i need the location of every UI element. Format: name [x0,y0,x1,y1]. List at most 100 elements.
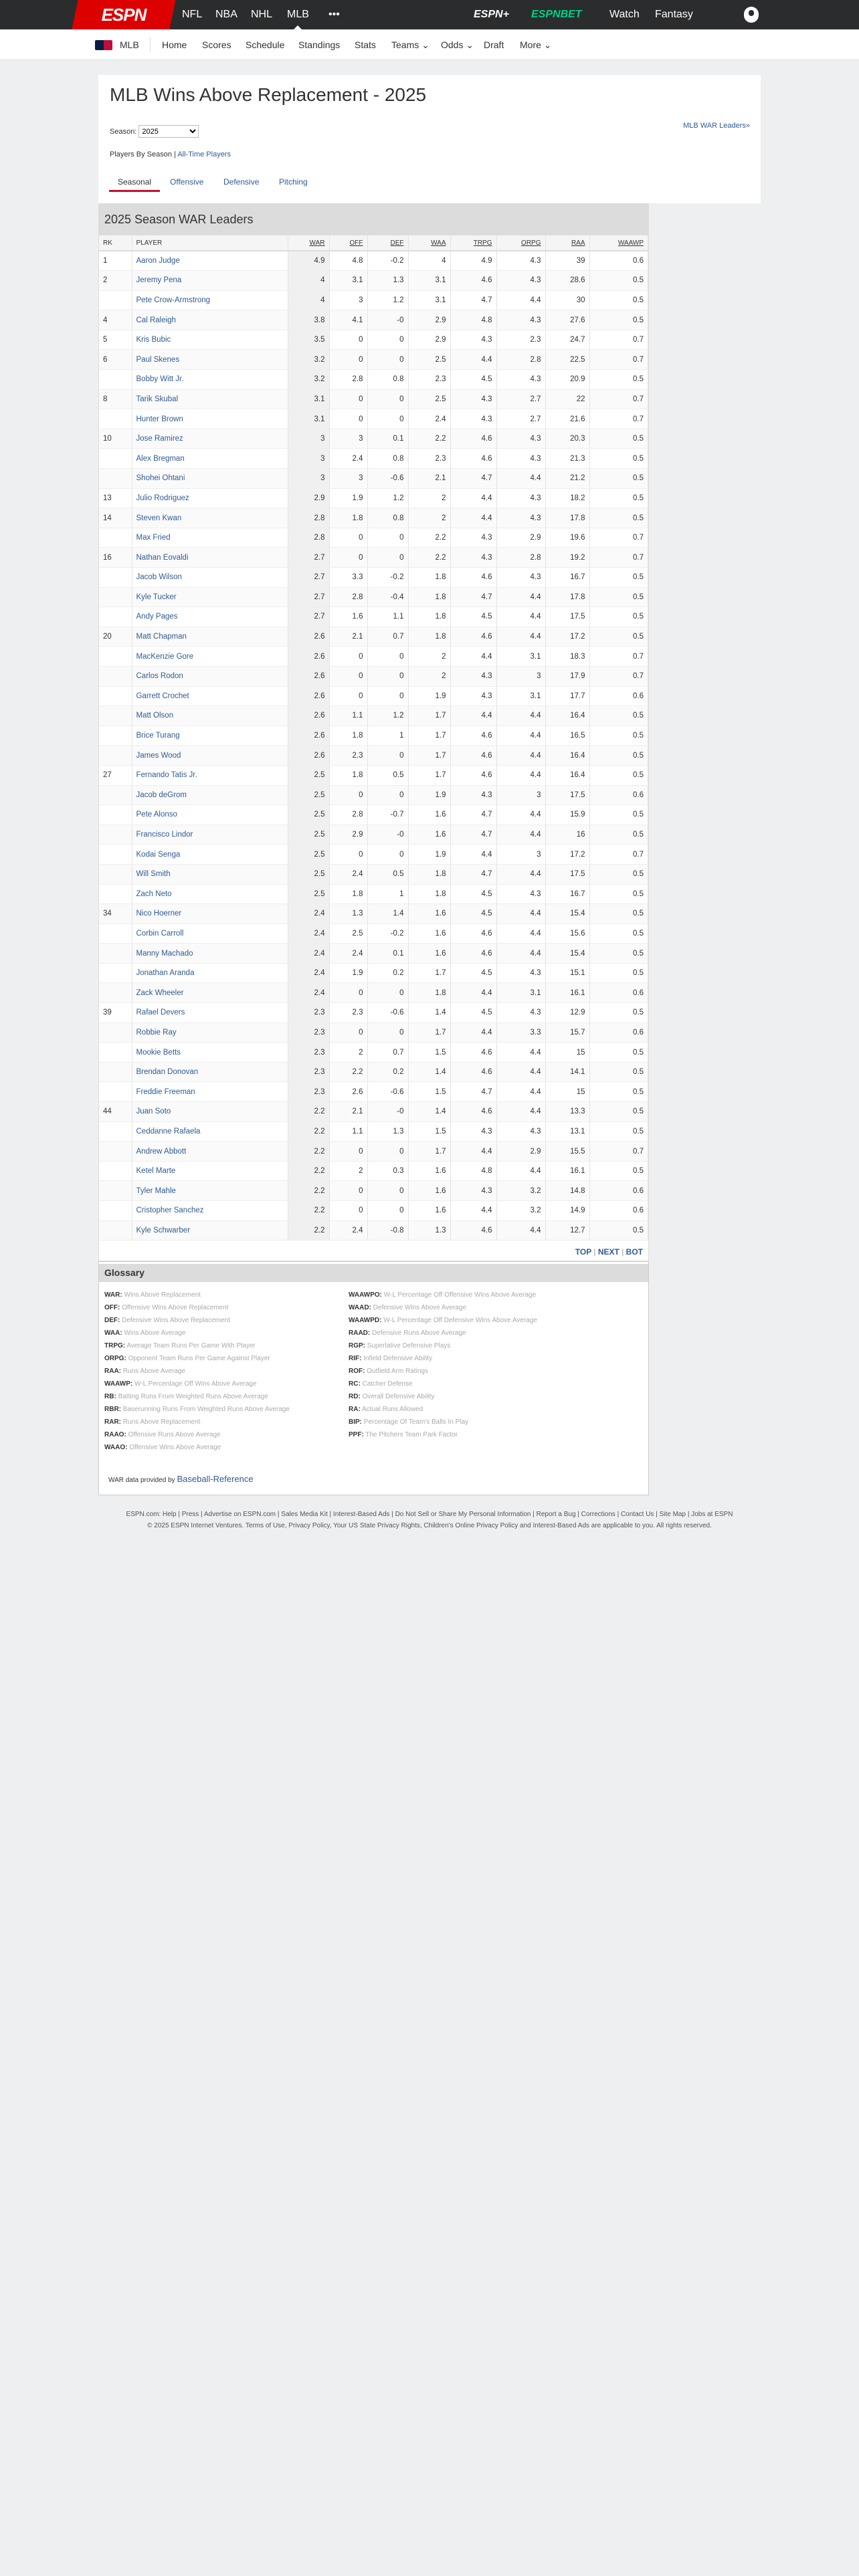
player-link[interactable]: Cal Raleigh [136,316,176,324]
cell-war: 2.2 [288,1121,330,1142]
cell-orpg: 4.4 [496,1081,546,1103]
player-link[interactable]: Nathan Eovaldi [136,553,189,562]
player-link[interactable]: Shohei Ohtani [136,474,185,483]
player-link[interactable]: Francisco Lindor [136,831,193,839]
player-link[interactable]: Robbie Ray [136,1028,177,1037]
player-link[interactable]: Tarik Skubal [136,395,179,403]
player-link[interactable]: Andy Pages [136,613,178,621]
cell-trpg: 4.7 [450,825,497,845]
player-link[interactable]: Carlos Rodon [136,672,183,681]
player-link[interactable]: Jeremy Pena [136,276,182,285]
player-link[interactable]: MacKenzie Gore [136,652,194,661]
player-link[interactable]: Cristopher Sanchez [136,1206,204,1215]
player-link[interactable]: Jonathan Aranda [136,969,195,978]
player-link[interactable]: Aaron Judge [136,257,180,265]
tab-offensive[interactable]: Offensive [170,177,204,187]
bottom-link[interactable]: BOT [626,1247,643,1257]
player-link[interactable]: Jacob deGrom [136,790,187,799]
subnav-more[interactable]: More ⌄ [520,39,552,50]
tab-pitching[interactable]: Pitching [279,177,308,187]
column-header-waa[interactable]: WAA [408,235,451,251]
subnav-odds[interactable]: Odds ⌄ [441,39,474,50]
player-link[interactable]: Nico Hoerner [136,909,182,918]
player-link[interactable]: Pete Alonso [136,811,177,819]
player-link[interactable]: Brice Turang [136,732,180,740]
player-link[interactable]: Zach Neto [136,889,172,898]
tab-defensive[interactable]: Defensive [223,177,260,187]
player-link[interactable]: Steven Kwan [136,514,182,522]
player-link[interactable]: Matt Olson [136,712,174,720]
player-link[interactable]: Garrett Crochet [136,691,189,700]
footer-links[interactable]: ESPN.com: Help | Press | Advertise on ES… [126,1511,733,1518]
nav-fantasy[interactable]: Fantasy [655,9,693,20]
player-link[interactable]: Corbin Carroll [136,929,184,938]
player-link[interactable]: Jose Ramirez [136,435,183,443]
table-row: 5 Kris Bubic 3.5 0 0 2.9 4.3 2.3 24.7 0.7 [99,330,648,350]
player-link[interactable]: Freddie Freeman [136,1087,195,1096]
subnav-mlb[interactable]: MLB [120,39,139,50]
nav-nfl[interactable]: NFL [182,9,203,20]
cell-war: 2.7 [288,587,330,608]
player-link[interactable]: Mookie Betts [136,1048,181,1057]
column-header-def[interactable]: DEF [367,235,409,251]
season-select[interactable]: 2025 [138,125,199,138]
player-link[interactable]: Paul Skenes [136,355,180,364]
baseball-reference-link[interactable]: Baseball-Reference [177,1474,254,1484]
player-link[interactable]: Kyle Schwarber [136,1226,191,1235]
nav-nba[interactable]: NBA [215,9,237,20]
top-link[interactable]: TOP [575,1247,592,1257]
subnav-standings[interactable]: Standings [298,39,341,50]
cell-def: 1.3 [367,1121,409,1142]
player-link[interactable]: Andrew Abbott [136,1147,187,1156]
player-link[interactable]: Manny Machado [136,949,193,958]
subnav-schedule[interactable]: Schedule [246,39,285,50]
player-link[interactable]: Julio Rodriguez [136,494,189,502]
player-link[interactable]: Ketel Marte [136,1167,176,1176]
user-account-icon[interactable] [744,7,759,23]
nav-watch[interactable]: Watch [609,9,640,20]
cell-waawp: 0.5 [589,825,648,845]
subnav-draft[interactable]: Draft [484,39,504,50]
nav-mlb[interactable]: MLB [287,0,309,29]
next-link[interactable]: NEXT [597,1247,619,1257]
tab-seasonal[interactable]: Seasonal [109,174,161,192]
player-link[interactable]: Kodai Senga [136,850,181,859]
column-header-waawp[interactable]: WAAWP [589,235,648,251]
subnav-scores[interactable]: Scores [202,39,231,50]
column-header-war[interactable]: WAR [288,235,330,251]
column-header-raa[interactable]: RAA [545,235,590,251]
player-link[interactable]: Max Fried [136,534,171,542]
player-link[interactable]: Rafael Devers [136,1008,185,1017]
player-link[interactable]: Kyle Tucker [136,593,177,601]
mlb-war-leaders-link[interactable]: MLB WAR Leaders» [683,122,750,130]
column-header-off[interactable]: OFF [329,235,368,251]
subnav-stats[interactable]: Stats [355,39,376,50]
player-link[interactable]: Tyler Mahle [136,1186,176,1195]
player-link[interactable]: Juan Soto [136,1107,171,1116]
player-link[interactable]: Will Smith [136,870,171,879]
league-subnav: MLB Home Scores Schedule Standings Stats… [0,29,859,60]
player-link[interactable]: Kris Bubic [136,336,171,344]
player-link[interactable]: Pete Crow-Armstrong [136,296,211,304]
column-header-trpg[interactable]: TRPG [450,235,497,251]
espn-plus-link[interactable]: ESPN+ [474,9,509,20]
player-link[interactable]: Bobby Witt Jr. [136,375,184,384]
player-link[interactable]: Brendan Donovan [136,1068,199,1077]
player-link[interactable]: James Wood [136,751,181,760]
player-link[interactable]: Zack Wheeler [136,988,184,997]
subnav-home[interactable]: Home [162,39,187,50]
subnav-teams[interactable]: Teams ⌄ [391,39,430,50]
player-link[interactable]: Ceddanne Rafaela [136,1127,201,1136]
column-header-orpg[interactable]: ORPG [496,235,546,251]
player-link[interactable]: Matt Chapman [136,633,187,641]
all-time-players-link[interactable]: All-Time Players [177,150,231,158]
more-sports-icon[interactable]: ••• [328,9,340,20]
player-link[interactable]: Hunter Brown [136,415,183,423]
player-link[interactable]: Fernando Tatis Jr. [136,771,197,780]
player-link[interactable]: Alex Bregman [136,454,185,463]
nav-nhl[interactable]: NHL [251,9,273,20]
espn-logo[interactable]: ESPN [72,0,176,29]
player-link[interactable]: Jacob Wilson [136,573,182,582]
cell-orpg: 4.4 [496,290,546,311]
espnbet-link[interactable]: ESPNBET [531,9,582,20]
